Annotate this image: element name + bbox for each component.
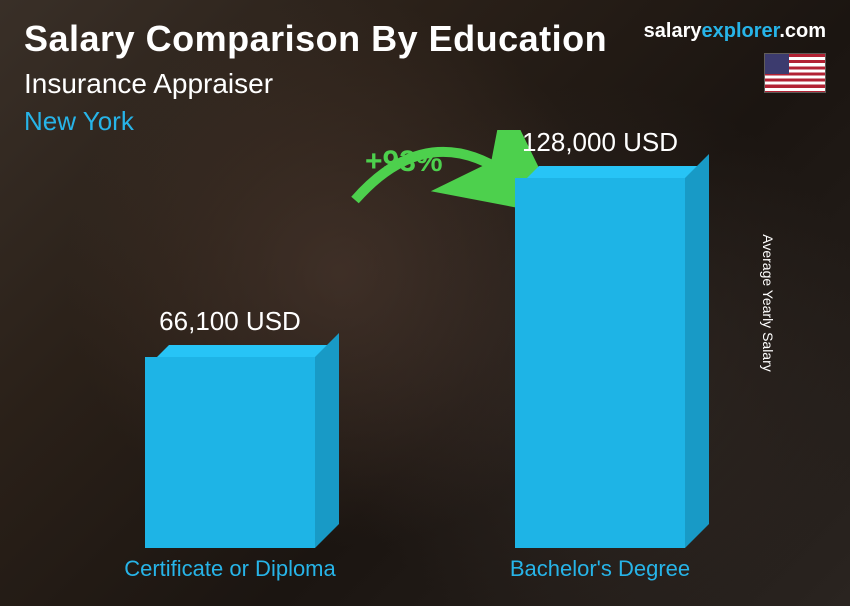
brand-block: salaryexplorer.com (644, 20, 826, 98)
brand-part2: explorer (701, 20, 779, 42)
brand-name: salaryexplorer.com (644, 20, 826, 43)
flag-icon (764, 53, 826, 93)
bar-side-1 (685, 154, 709, 548)
brand-part1: salary (644, 20, 702, 42)
chart-area: 66,100 USD Certificate or Diploma 128,00… (80, 158, 750, 578)
bar-front-1 (515, 178, 685, 548)
bar-0 (145, 357, 315, 548)
y-axis-label: Average Yearly Salary (759, 234, 775, 372)
content-container: Salary Comparison By Education Insurance… (0, 0, 850, 606)
bar-1 (515, 178, 685, 548)
bar-value-0: 66,100 USD (100, 306, 360, 337)
bar-front-0 (145, 357, 315, 548)
bar-label-0: Certificate or Diploma (100, 556, 360, 582)
bar-side-0 (315, 333, 339, 548)
flag-canton (765, 54, 789, 74)
bar-label-1: Bachelor's Degree (470, 556, 730, 582)
bar-value-1: 128,000 USD (470, 127, 730, 158)
brand-part3: .com (779, 20, 826, 42)
